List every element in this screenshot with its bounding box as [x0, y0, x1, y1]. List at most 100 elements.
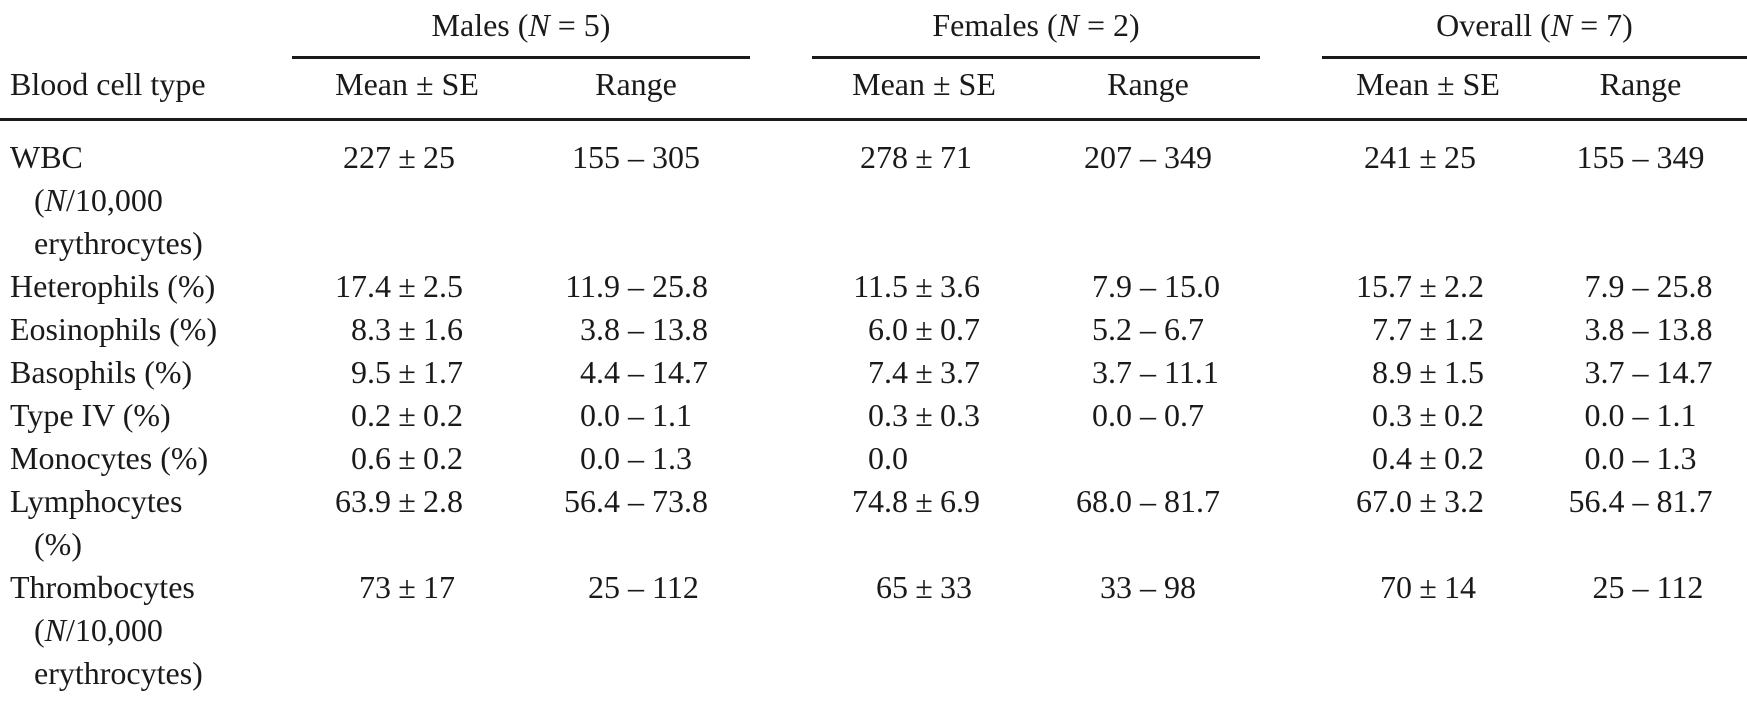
column-gap [1260, 0, 1322, 57]
females-mean-se-header: Mean ± SE [812, 57, 1036, 121]
column-header-row: Blood cell type Mean ± SE Range Mean ± S… [0, 57, 1747, 121]
table-row: Eosinophils (%) 8.3 ±1.6 3.8–13.8 6.0 ±0.7 5.2… [0, 308, 1747, 351]
mean-se-cell: 0.4 ±0.2 [1372, 439, 1484, 476]
column-gap [1260, 308, 1322, 351]
overall-range-header: Range [1534, 57, 1747, 121]
row-label: Heterophils (%) [10, 267, 216, 304]
range-cell: 155–305 [572, 138, 700, 175]
range-cell: 68.0–81.7 [1076, 482, 1220, 519]
mean-se-cell: 67.0 ±3.2 [1356, 482, 1484, 519]
mean-se-cell: 73 ±17 [359, 568, 455, 605]
column-gap [1260, 480, 1322, 566]
table-body: WBC (N/10,000 erythrocytes) 227 ±25 155–305 27… [0, 119, 1747, 695]
mean-se-cell: 0.0 [868, 439, 908, 476]
table-row: Monocytes (%) 0.6 ±0.2 0.0–1.3 0.0 0.4 ±0.2 0.0… [0, 437, 1747, 480]
column-gap [750, 437, 812, 480]
row-label: Thrombocytes (N/10,000 erythrocytes) [10, 568, 203, 691]
row-label: Monocytes (%) [10, 439, 209, 476]
italic-n: N [1550, 7, 1573, 43]
range-cell: 56.4–73.8 [564, 482, 708, 519]
column-gap [1260, 57, 1322, 121]
range-cell: 4.4–14.7 [580, 353, 708, 390]
group-title-males: Males (N = 5) [431, 7, 611, 43]
range-cell: 0.0–1.3 [1584, 439, 1697, 476]
group-title-females: Females (N = 2) [932, 7, 1140, 43]
range-cell: 56.4–81.7 [1568, 482, 1713, 519]
column-gap [1260, 437, 1322, 480]
column-gap [1260, 566, 1322, 695]
mean-se-cell: 70 ±14 [1380, 568, 1476, 605]
column-gap [750, 0, 812, 57]
table-row: Heterophils (%) 17.4 ±2.5 11.9–25.8 11.5 ±3.6… [0, 265, 1747, 308]
range-cell: 25–112 [588, 568, 699, 605]
range-cell: 0.0–0.7 [1092, 396, 1204, 433]
group-header-row: Males (N = 5) Females (N = 2) Overall (N… [0, 0, 1747, 59]
group-header-females: Females (N = 2) [812, 0, 1260, 59]
column-gap [1260, 394, 1322, 437]
group-header-overall: Overall (N = 7) [1322, 0, 1747, 59]
mean-se-cell: 0.2 ±0.2 [351, 396, 463, 433]
italic-n: N [44, 611, 66, 648]
table-row: WBC (N/10,000 erythrocytes) 227 ±25 155–305 27… [0, 119, 1747, 265]
range-cell: 207–349 [1084, 138, 1212, 175]
row-label: WBC (N/10,000 erythrocytes) [10, 138, 203, 261]
range-cell: 155–349 [1576, 138, 1705, 175]
group-header-spacer [0, 0, 292, 57]
range-cell: 0.0–1.1 [1584, 396, 1697, 433]
mean-se-cell: 227 ±25 [343, 138, 455, 175]
column-gap [750, 308, 812, 351]
mean-se-cell: 17.4 ±2.5 [335, 267, 463, 304]
males-range-header: Range [522, 57, 750, 121]
row-label: Eosinophils (%) [10, 310, 218, 347]
mean-se-cell: 9.5 ±1.7 [351, 353, 463, 390]
range-cell: 3.7–14.7 [1584, 353, 1713, 390]
row-label: Lymphocytes (%) [10, 482, 183, 562]
column-gap [750, 265, 812, 308]
range-cell: 7.9–15.0 [1092, 267, 1220, 304]
table-row: Thrombocytes (N/10,000 erythrocytes) 73 ±17 2… [0, 566, 1747, 695]
males-mean-se-header: Mean ± SE [292, 57, 522, 121]
row-header-label: Blood cell type [0, 57, 292, 121]
group-header-males: Males (N = 5) [292, 0, 750, 59]
column-gap [750, 566, 812, 695]
italic-n: N [1057, 7, 1079, 43]
range-cell: 3.7–11.1 [1092, 353, 1219, 390]
overall-mean-se-header: Mean ± SE [1322, 57, 1534, 121]
mean-se-cell: 0.3 ±0.3 [868, 396, 980, 433]
mean-se-cell: 74.8 ±6.9 [852, 482, 980, 519]
mean-se-cell: 65 ±33 [876, 568, 972, 605]
column-gap [1260, 119, 1322, 265]
mean-se-cell: 241 ±25 [1364, 138, 1476, 175]
mean-se-cell: 0.6 ±0.2 [351, 439, 463, 476]
mean-se-cell: 0.3 ±0.2 [1372, 396, 1484, 433]
row-label: Type IV (%) [10, 396, 171, 433]
mean-se-cell: 7.4 ±3.7 [868, 353, 980, 390]
mean-se-cell: 8.9 ±1.5 [1372, 353, 1484, 390]
row-label: Basophils (%) [10, 353, 193, 390]
range-cell: 0.0–1.1 [580, 396, 692, 433]
females-range-header: Range [1036, 57, 1260, 121]
range-cell: 11.9–25.8 [565, 267, 708, 304]
table-row: Basophils (%) 9.5 ±1.7 4.4–14.7 7.4 ±3.7 3.7–1… [0, 351, 1747, 394]
column-gap [1260, 351, 1322, 394]
mean-se-cell: 6.0 ±0.7 [868, 310, 980, 347]
column-gap [750, 57, 812, 121]
range-cell: 7.9–25.8 [1584, 267, 1713, 304]
mean-se-cell: 63.9 ±2.8 [335, 482, 463, 519]
range-cell: 3.8–13.8 [580, 310, 708, 347]
group-title-overall: Overall (N = 7) [1436, 7, 1633, 43]
italic-n: N [528, 7, 550, 43]
range-cell: 33–98 [1100, 568, 1196, 605]
italic-n: N [44, 181, 66, 218]
mean-se-cell: 278 ±71 [860, 138, 972, 175]
column-gap [750, 480, 812, 566]
mean-se-cell: 11.5 ±3.6 [853, 267, 980, 304]
mean-se-cell: 7.7 ±1.2 [1372, 310, 1484, 347]
column-gap [1260, 265, 1322, 308]
column-gap [750, 394, 812, 437]
range-cell: 25–112 [1592, 568, 1704, 605]
table-row: Lymphocytes (%) 63.9 ±2.8 56.4–73.8 74.8 ±6.9 6… [0, 480, 1747, 566]
column-gap [750, 119, 812, 265]
